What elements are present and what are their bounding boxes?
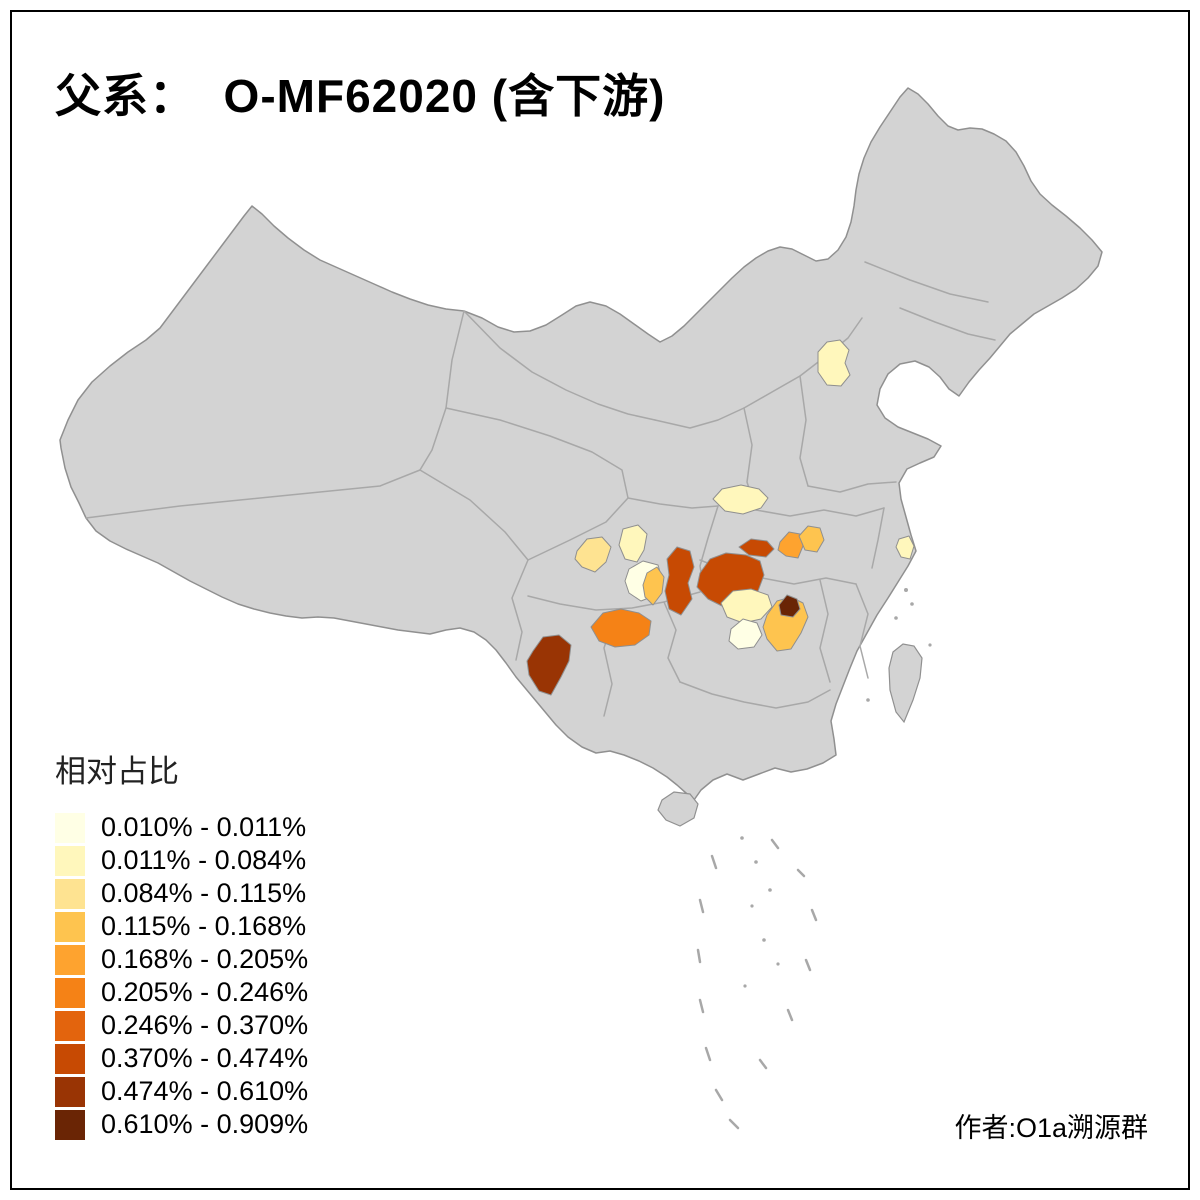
- region-west-hunan-north: [720, 588, 773, 624]
- author-credit: 作者:O1a溯源群: [954, 1113, 1148, 1143]
- taiwan-island: [888, 643, 923, 724]
- legend-row: 0.010% - 0.011%: [55, 811, 308, 844]
- region-west-hunan-south: [728, 618, 763, 650]
- region-hubei-central-east: [798, 525, 825, 553]
- legend-label: 0.370% - 0.474%: [101, 1043, 309, 1073]
- region-north-hunan-dark: [778, 594, 801, 618]
- legend-swatch: [55, 977, 85, 1008]
- south-china-sea-islets: [740, 836, 780, 988]
- china-mainland-shape: [59, 87, 1103, 801]
- legend-row: 0.011% - 0.084%: [55, 844, 308, 877]
- legend-row: 0.084% - 0.115%: [55, 877, 308, 910]
- legend-label: 0.084% - 0.115%: [101, 878, 307, 908]
- legend-swatch: [55, 845, 85, 876]
- legend-row: 0.474% - 0.610%: [55, 1075, 308, 1108]
- legend-row: 0.370% - 0.474%: [55, 1042, 308, 1075]
- legend-row: 0.610% - 0.909%: [55, 1108, 308, 1141]
- legend-label: 0.474% - 0.610%: [101, 1076, 309, 1106]
- hainan-island: [657, 791, 699, 827]
- south-china-sea-dashes: [696, 838, 818, 1130]
- legend-swatch: [55, 1010, 85, 1041]
- legend-title: 相对占比: [55, 754, 179, 789]
- legend-label: 0.246% - 0.370%: [101, 1010, 309, 1040]
- region-south-shaanxi: [712, 484, 769, 515]
- choropleth-regions: [526, 339, 915, 696]
- legend-swatch: [55, 911, 85, 942]
- region-yunnan-west: [526, 634, 572, 696]
- legend-label: 0.010% - 0.011%: [101, 812, 307, 842]
- legend-label: 0.205% - 0.246%: [101, 977, 309, 1007]
- legend-label: 0.610% - 0.909%: [101, 1109, 309, 1139]
- legend-swatch: [55, 1076, 85, 1107]
- legend-row: 0.205% - 0.246%: [55, 976, 308, 1009]
- region-shanghai-area: [895, 535, 915, 560]
- region-central-sichuan-b: [642, 566, 665, 606]
- legend-row: 0.115% - 0.168%: [55, 910, 308, 943]
- region-east-sichuan: [664, 546, 695, 616]
- legend-row: 0.168% - 0.205%: [55, 943, 308, 976]
- legend-swatch: [55, 1109, 85, 1140]
- region-north-chongqing-strip: [738, 538, 775, 558]
- legend-label: 0.011% - 0.084%: [101, 845, 307, 875]
- region-guizhou: [590, 608, 652, 648]
- legend-label: 0.115% - 0.168%: [101, 911, 307, 941]
- page-title: 父系： O-MF62020 (含下游): [55, 70, 666, 122]
- region-hubei-central-west: [777, 531, 804, 559]
- legend-label: 0.168% - 0.205%: [101, 944, 309, 974]
- region-beijing-area: [817, 339, 851, 387]
- legend-row: 0.246% - 0.370%: [55, 1009, 308, 1042]
- region-west-sichuan: [574, 536, 612, 573]
- legend-swatch: [55, 812, 85, 843]
- legend: 相对占比 0.010% - 0.011% 0.011% - 0.084% 0.0…: [55, 746, 308, 1141]
- coastal-islets: [866, 588, 932, 702]
- legend-swatch: [55, 1043, 85, 1074]
- region-north-sichuan: [618, 524, 648, 563]
- legend-swatch: [55, 878, 85, 909]
- legend-swatch: [55, 944, 85, 975]
